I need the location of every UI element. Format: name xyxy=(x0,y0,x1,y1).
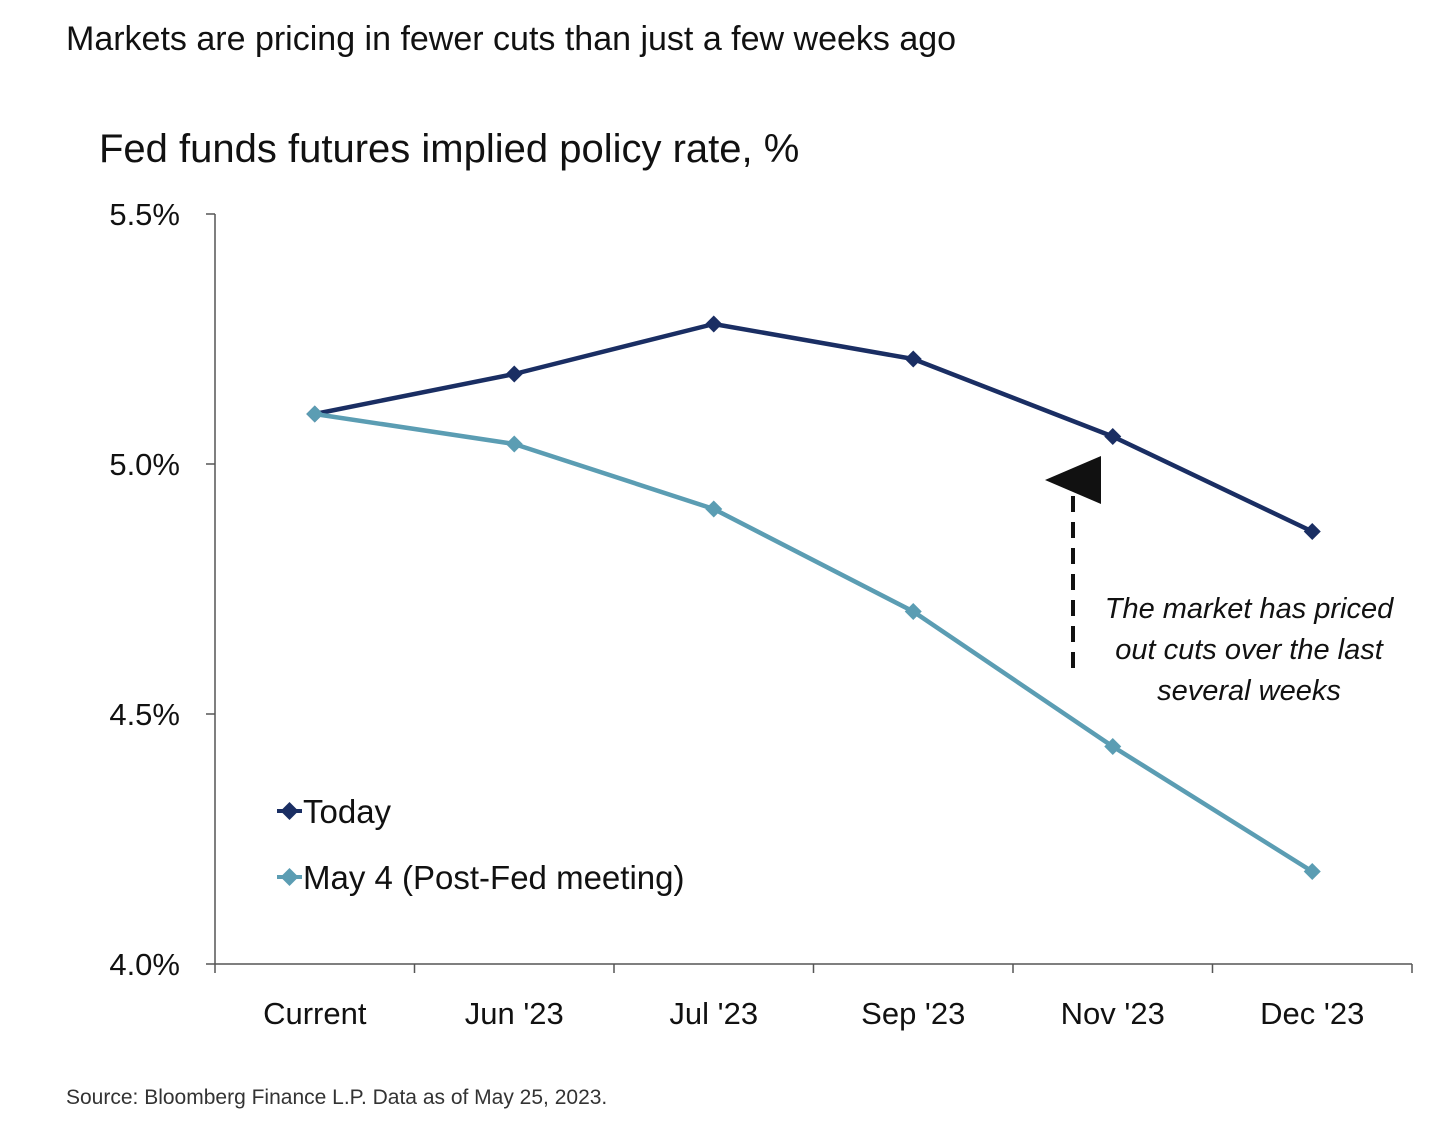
x-axis-ticks: Current Jun '23 Jul '23 Sep '23 Nov '23 Dec '… xyxy=(214,964,1413,1031)
legend-swatch-marker xyxy=(280,802,299,820)
headline: Markets are pricing in fewer cuts than j… xyxy=(66,20,957,58)
series-group xyxy=(306,315,1321,880)
data-point xyxy=(505,365,523,383)
data-point xyxy=(705,315,723,333)
data-point xyxy=(904,603,922,620)
series-line xyxy=(314,321,1314,534)
annotation-line-2: out cuts over the last xyxy=(1115,634,1385,666)
y-tick-label: 5.0% xyxy=(109,447,180,482)
data-point xyxy=(306,405,324,423)
chart-title: Fed funds futures implied policy rate, % xyxy=(99,127,799,171)
data-point xyxy=(1104,738,1122,755)
data-point xyxy=(904,350,922,368)
y-tick-label: 4.0% xyxy=(109,947,180,982)
legend-label: May 4 (Post-Fed meeting) xyxy=(303,859,684,896)
annotation-line-1: The market has priced xyxy=(1105,593,1394,625)
series-line xyxy=(314,411,1314,874)
data-point xyxy=(1303,523,1321,540)
annotation-line-3: several weeks xyxy=(1157,675,1341,707)
axes xyxy=(214,214,1412,965)
line-chart: Fed funds futures implied policy rate, %… xyxy=(99,127,1413,1031)
data-point xyxy=(1104,428,1122,445)
x-tick-label: Dec '23 xyxy=(1260,996,1364,1031)
data-point xyxy=(505,435,523,453)
y-axis-ticks: 4.0% 4.5% 5.0% 5.5% xyxy=(109,197,215,982)
legend: Today May 4 (Post-Fed meeting) xyxy=(277,793,684,896)
x-tick-label: Nov '23 xyxy=(1061,996,1165,1031)
legend-item: May 4 (Post-Fed meeting) xyxy=(277,859,684,896)
x-tick-label: Jun '23 xyxy=(465,996,564,1031)
x-tick-label: Jul '23 xyxy=(669,996,758,1031)
legend-swatch-marker xyxy=(280,868,299,886)
y-tick-label: 4.5% xyxy=(109,697,180,732)
annotation: The market has priced out cuts over the … xyxy=(1045,456,1394,707)
legend-label: Today xyxy=(303,793,392,830)
series-today xyxy=(306,315,1321,540)
x-tick-label: Sep '23 xyxy=(861,996,965,1031)
data-point xyxy=(705,500,723,518)
legend-item: Today xyxy=(277,793,392,830)
series-may4 xyxy=(306,405,1321,880)
y-tick-label: 5.5% xyxy=(109,197,180,232)
x-tick-label: Current xyxy=(263,996,367,1031)
source-note: Source: Bloomberg Finance L.P. Data as o… xyxy=(66,1086,608,1109)
data-point xyxy=(1303,863,1321,880)
